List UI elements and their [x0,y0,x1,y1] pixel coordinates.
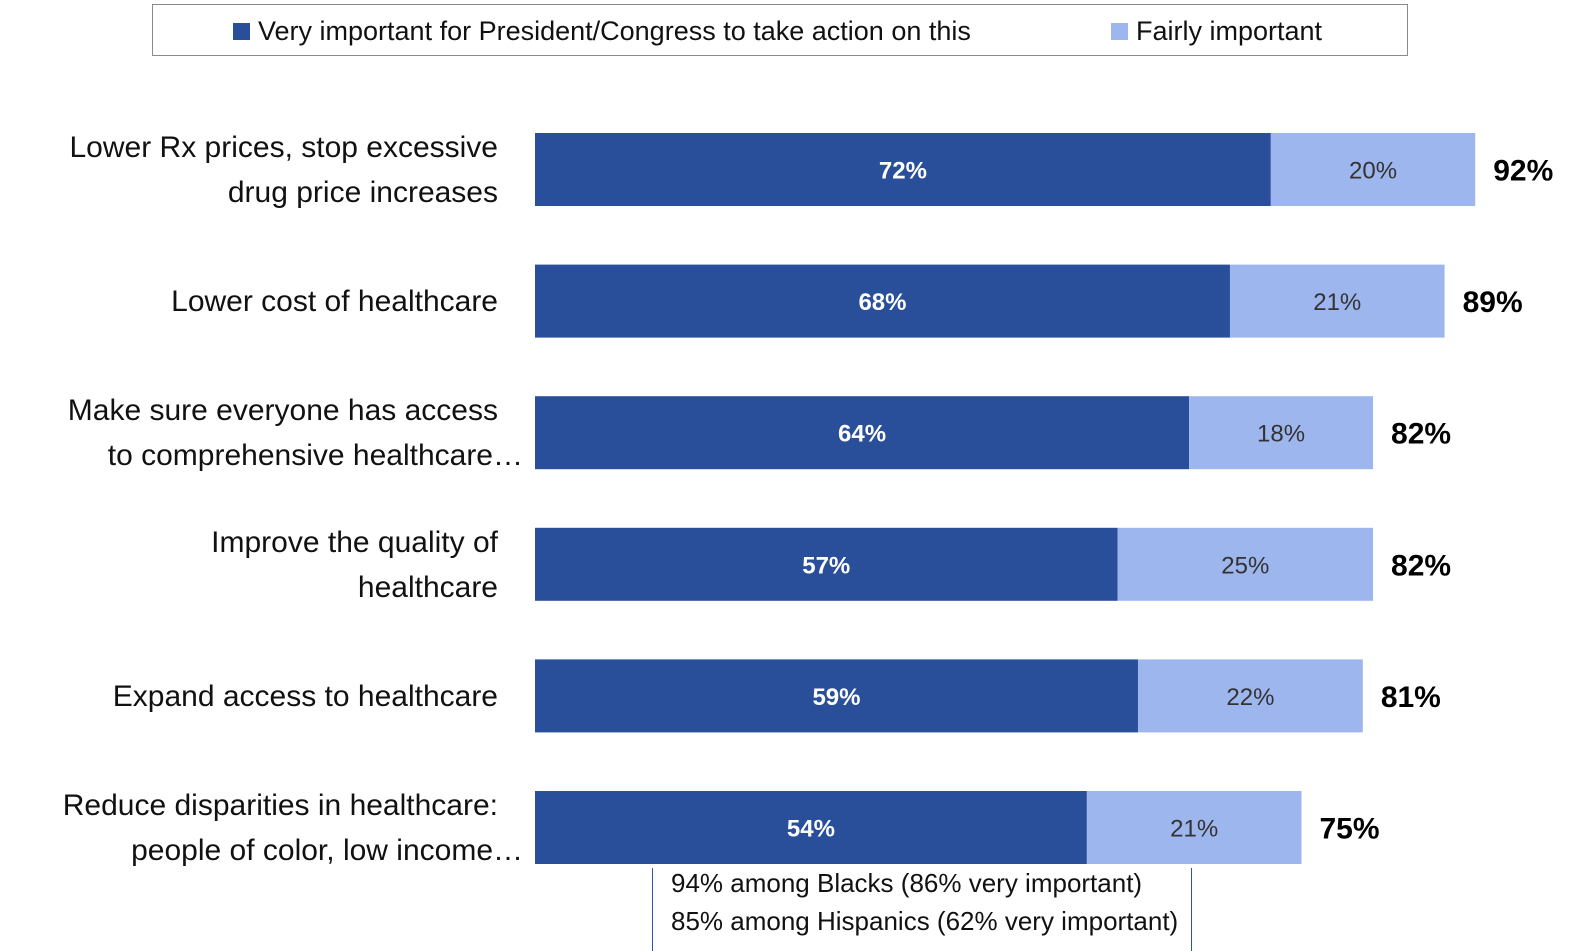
bar-fairly-important [1270,133,1476,206]
bar-fairly-important [1117,527,1374,601]
data-label-very-important: 57% [802,552,850,579]
category-label: healthcare [358,571,498,604]
data-label-very-important: 72% [879,158,927,185]
chart-legend: Very important for President/Congress to… [152,4,1408,56]
bar-very-important [535,396,1190,470]
legend-item-very-important: Very important for President/Congress to… [233,5,971,57]
category-label: Expand access to healthcare [113,680,498,713]
data-label-total: 92% [1493,155,1553,188]
bar-fairly-important [1229,264,1445,338]
bar-very-important [535,791,1087,864]
data-label-total: 81% [1381,681,1441,714]
data-label-very-important: 54% [787,816,835,843]
category-label: Lower Rx prices, stop excessive [70,131,499,164]
bar-very-important [535,264,1230,338]
data-label-very-important: 59% [812,684,860,711]
data-label-fairly-important: 21% [1313,289,1361,316]
bar-fairly-important [1189,396,1374,470]
category-label: to comprehensive healthcare… [108,439,523,472]
legend-item-fairly-important: Fairly important [1111,5,1322,57]
category-label: Improve the quality of [211,526,498,559]
annotation-line-hispanics: 85% among Hispanics (62% very important) [671,906,1179,936]
data-label-very-important: 68% [858,289,906,316]
legend-swatch-fairly-important [1111,22,1128,40]
category-label: Lower cost of healthcare [171,285,498,318]
category-label: Reduce disparities in healthcare: [63,789,498,822]
data-label-very-important: 64% [838,421,886,448]
data-label-fairly-important: 18% [1257,421,1305,448]
data-label-fairly-important: 20% [1349,158,1397,185]
annotation-line-blacks: 94% among Blacks (86% very important) [671,868,1143,898]
data-label-total: 89% [1463,286,1523,319]
bar-very-important [535,527,1118,601]
bar-very-important [535,133,1271,206]
data-label-fairly-important: 25% [1221,552,1269,579]
data-label-total: 82% [1391,549,1451,582]
category-label: Make sure everyone has access [68,394,498,427]
data-label-total: 82% [1391,418,1451,451]
disparities-annotation: 94% among Blacks (86% very important) 85… [652,868,1192,951]
data-label-total: 75% [1320,813,1380,846]
bar-very-important [535,659,1138,733]
bar-fairly-important [1086,791,1302,864]
bar-fairly-important [1137,659,1363,733]
legend-label-very-important: Very important for President/Congress to… [258,15,971,46]
category-label: people of color, low income… [131,834,523,867]
legend-swatch-very-important [233,22,250,40]
data-label-fairly-important: 22% [1226,684,1274,711]
category-label: drug price increases [228,176,498,209]
legend-label-fairly-important: Fairly important [1136,15,1323,46]
data-label-fairly-important: 21% [1170,816,1218,843]
